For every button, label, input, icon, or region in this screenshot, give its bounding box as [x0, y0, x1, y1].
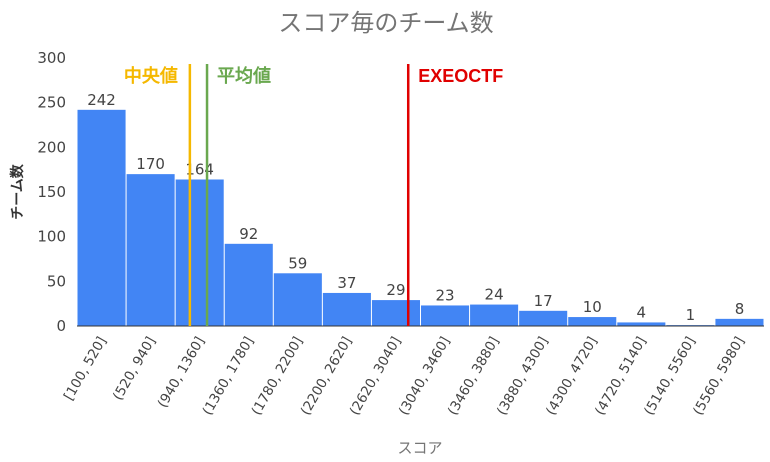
data-label: 170	[136, 155, 165, 173]
data-label: 4	[637, 303, 647, 321]
x-tick-label: (1360, 1780]	[199, 334, 257, 418]
bar	[568, 317, 617, 326]
x-axis-ticks: [100, 520] (520, 940](940, 1360](1360, 17…	[61, 334, 748, 418]
bar	[617, 322, 666, 326]
annotations: 中央値 平均値 EXEOCTF	[124, 64, 503, 326]
bar	[273, 273, 322, 326]
data-label: 10	[583, 298, 602, 316]
annotation-label: 平均値	[217, 65, 271, 86]
x-tick-label: (2620, 3040]	[347, 334, 405, 418]
x-tick-label: (940, 1360]	[155, 334, 208, 411]
bar	[421, 305, 470, 326]
bar	[126, 174, 175, 326]
data-label: 37	[337, 274, 356, 292]
bar	[77, 109, 126, 327]
annotation-label: EXEOCTF	[418, 66, 503, 86]
bar	[224, 243, 273, 326]
y-tick-label: 250	[37, 94, 66, 112]
data-label: 59	[288, 254, 307, 272]
bar	[470, 304, 519, 326]
annotation-label: 中央値	[124, 65, 178, 86]
y-tick-label: 150	[37, 183, 66, 201]
bar	[519, 310, 568, 326]
data-label: 8	[735, 300, 745, 318]
y-axis-title: チーム数	[9, 163, 26, 220]
y-tick-label: 300	[37, 49, 66, 67]
y-axis-ticks: 0 50 100 150 200 250 300	[37, 49, 66, 335]
data-label: 242	[87, 91, 116, 109]
bar	[371, 300, 420, 326]
bars	[77, 109, 764, 327]
x-tick-label: (5560, 5980]	[690, 334, 748, 418]
x-tick-label: (3460, 3880]	[445, 334, 503, 418]
y-tick-label: 100	[37, 228, 66, 246]
chart-title: スコア毎のチーム数	[278, 9, 493, 37]
x-tick-label: (1780, 2200]	[249, 334, 307, 418]
data-label: 29	[386, 281, 405, 299]
y-tick-label: 50	[47, 272, 66, 290]
data-label: 24	[485, 286, 504, 304]
x-tick-label: (5140, 5560]	[641, 334, 699, 418]
x-tick-label: (520, 940]	[110, 334, 159, 403]
data-label: 92	[239, 225, 258, 243]
x-tick-label: (3880, 4300]	[494, 334, 552, 418]
bar	[322, 292, 371, 326]
y-tick-label: 200	[37, 138, 66, 156]
data-label: 1	[686, 306, 696, 324]
x-tick-label: [100, 520]	[61, 334, 110, 403]
bar	[715, 318, 764, 326]
x-tick-label: (3040, 3460]	[396, 334, 454, 418]
x-tick-label: (4300, 4720]	[543, 334, 601, 418]
bar	[175, 179, 224, 326]
x-axis-title: スコア	[397, 439, 442, 457]
x-tick-label: (4720, 5140]	[592, 334, 650, 418]
y-tick-label: 0	[56, 317, 66, 335]
data-label: 23	[435, 286, 454, 304]
x-tick-label: (2200, 2620]	[298, 334, 356, 418]
data-label: 17	[534, 292, 553, 310]
